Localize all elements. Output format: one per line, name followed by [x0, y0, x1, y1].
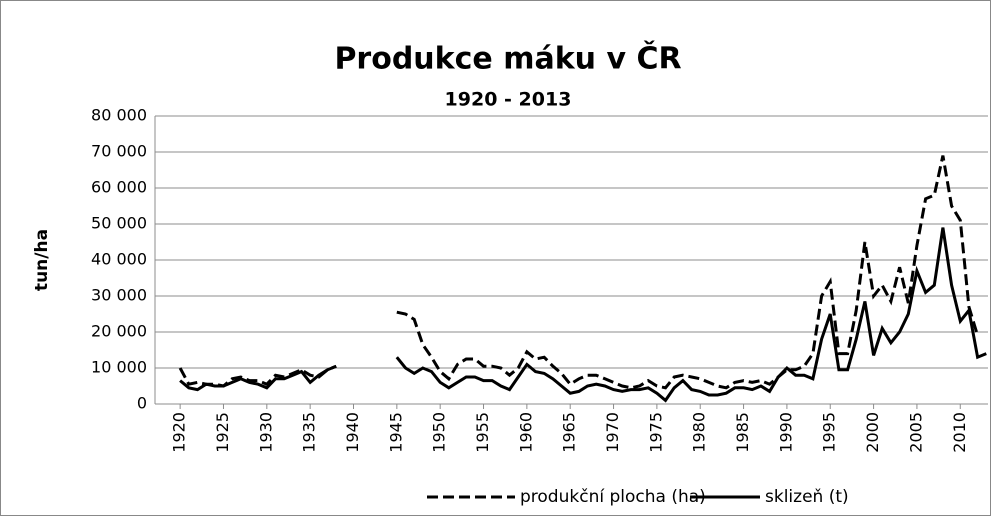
y-tick-label: 80 000: [91, 106, 147, 125]
x-tick-label: 1935: [300, 412, 319, 453]
chart-title: Produkce máku v ČR: [334, 40, 681, 77]
x-tick-label: 1930: [256, 412, 275, 453]
x-tick-label: 1955: [473, 412, 492, 453]
x-tick-label: 1940: [343, 412, 362, 453]
x-tick-label: 1990: [776, 412, 795, 453]
y-tick-label: 70 000: [91, 142, 147, 161]
y-tick-label: 0: [137, 394, 147, 413]
x-tick-label: 1975: [646, 412, 665, 453]
y-tick-label: 20 000: [91, 322, 147, 341]
x-tick-label: 1985: [733, 412, 752, 453]
y-tick-label: 60 000: [91, 178, 147, 197]
y-axis-label: tun/ha: [32, 229, 52, 291]
x-tick-label: 1970: [603, 412, 622, 453]
x-tick-label: 1945: [386, 412, 405, 453]
legend-label: sklizeň (t): [765, 487, 849, 507]
x-tick-label: 1995: [820, 412, 839, 453]
x-tick-label: 2010: [950, 412, 969, 453]
x-tick-label: 1925: [213, 412, 232, 453]
x-tick-label: 1920: [170, 412, 189, 453]
x-tick-label: 1965: [560, 412, 579, 453]
y-tick-label: 30 000: [91, 286, 147, 305]
x-tick-label: 2000: [863, 412, 882, 453]
legend-label: produkční plocha (ha): [520, 487, 706, 507]
x-tick-label: 1960: [516, 412, 535, 453]
x-tick-label: 1950: [430, 412, 449, 453]
chart-subtitle: 1920 - 2013: [445, 89, 572, 111]
x-tick-label: 1980: [690, 412, 709, 453]
x-tick-label: 2005: [906, 412, 925, 453]
y-tick-label: 50 000: [91, 214, 147, 233]
y-tick-label: 40 000: [91, 250, 147, 269]
y-tick-label: 10 000: [91, 358, 147, 377]
series-line: [179, 227, 987, 403]
